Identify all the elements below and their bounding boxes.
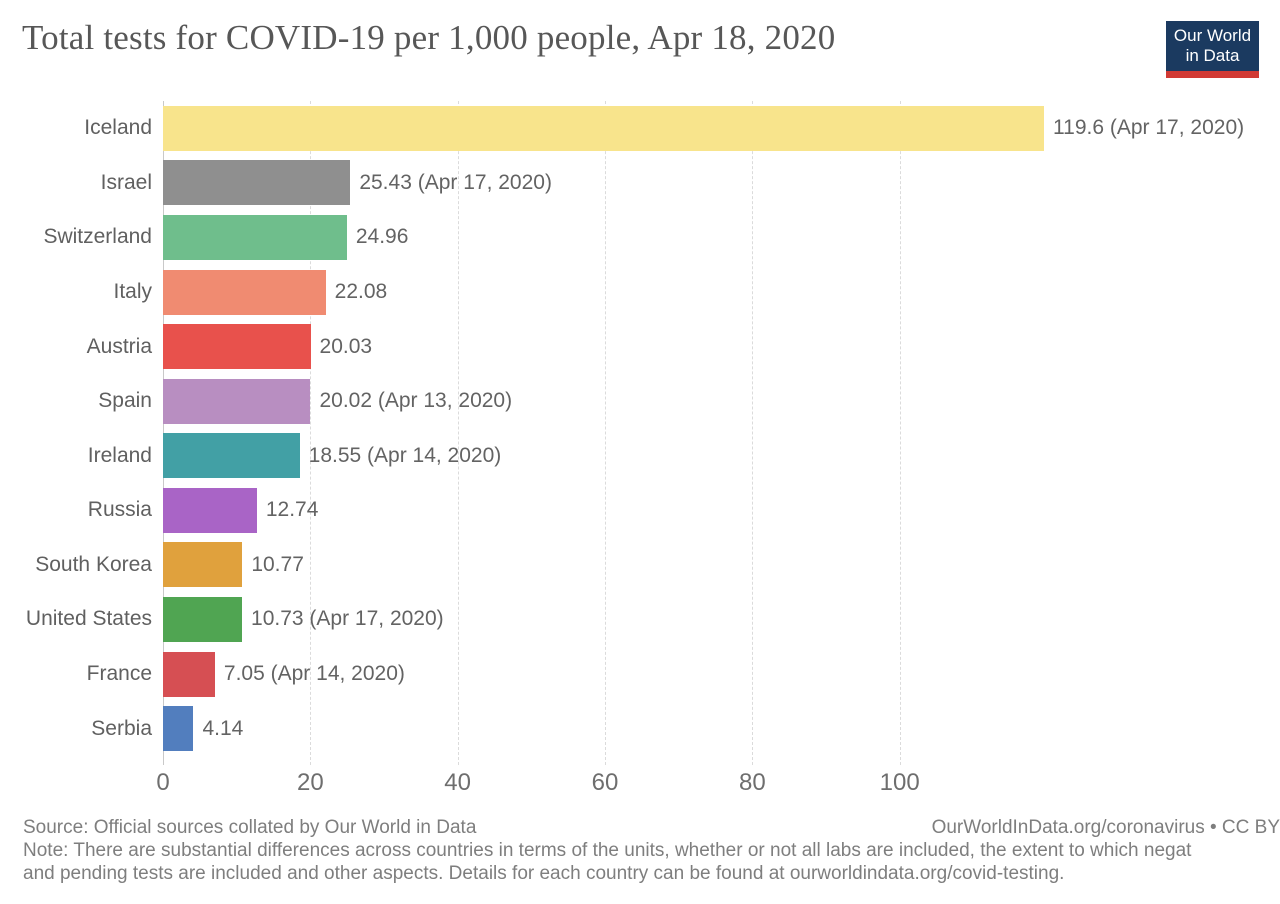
source-text: Source: Official sources collated by Our… bbox=[23, 817, 477, 838]
x-tick-label: 0 bbox=[156, 769, 170, 796]
bar-rows: 119.6 (Apr 17, 2020) 25.43 (Apr 17, 2020)… bbox=[163, 101, 1280, 756]
country-label: United States bbox=[25, 607, 152, 631]
country-label: Iceland bbox=[84, 116, 152, 140]
country-label: France bbox=[86, 662, 152, 686]
bar-row: 10.77 bbox=[163, 538, 1280, 593]
owid-logo-line2: in Data bbox=[1185, 46, 1240, 65]
value-label: 7.05 (Apr 14, 2020) bbox=[223, 662, 405, 686]
x-tick-label: 80 bbox=[738, 769, 766, 796]
bar-row: 10.73 (Apr 17, 2020) bbox=[163, 592, 1280, 647]
x-tick-label: 40 bbox=[444, 769, 472, 796]
bar-italy bbox=[163, 269, 326, 315]
gridline bbox=[752, 101, 754, 765]
bar-row: 22.08 bbox=[163, 265, 1280, 320]
value-label: 24.96 bbox=[355, 225, 409, 249]
footer: Source: Official sources collated by Our… bbox=[0, 816, 1280, 885]
plot-gridlines bbox=[163, 101, 1280, 765]
value-label: 25.43 (Apr 17, 2020) bbox=[359, 170, 552, 194]
bar-row: 7.05 (Apr 14, 2020) bbox=[163, 647, 1280, 702]
bar-south-korea bbox=[163, 542, 243, 588]
owid-logo: Our World in Data bbox=[1166, 21, 1259, 78]
country-label: Serbia bbox=[91, 716, 152, 740]
gridline bbox=[457, 101, 459, 765]
value-label: 20.03 bbox=[319, 334, 373, 358]
bar-serbia bbox=[163, 706, 194, 752]
bar-spain bbox=[163, 378, 311, 424]
value-label: 22.08 bbox=[334, 280, 388, 304]
bar-united-states bbox=[163, 596, 243, 642]
x-tick-label: 100 bbox=[879, 769, 920, 796]
chart-title: Total tests for COVID-19 per 1,000 peopl… bbox=[22, 18, 836, 57]
gridline bbox=[310, 101, 312, 765]
value-label: 18.55 (Apr 14, 2020) bbox=[308, 443, 502, 467]
bar-row: 12.74 bbox=[163, 483, 1280, 538]
country-label: Spain bbox=[98, 389, 152, 413]
country-label: Ireland bbox=[87, 443, 152, 467]
country-label: Israel bbox=[100, 170, 152, 194]
bar-row: 20.02 (Apr 13, 2020) bbox=[163, 374, 1280, 429]
y-axis-labels: Iceland Israel Switzerland Italy Austria Spai… bbox=[0, 101, 152, 756]
bar-row: 18.55 (Apr 14, 2020) bbox=[163, 428, 1280, 483]
owid-logo-line1: Our World bbox=[1173, 26, 1252, 45]
plot-area: 119.6 (Apr 17, 2020) 25.43 (Apr 17, 2020)… bbox=[163, 101, 1280, 765]
bar-iceland bbox=[163, 105, 1045, 151]
country-label: Italy bbox=[113, 280, 152, 304]
bar-russia bbox=[163, 487, 257, 533]
bar-france bbox=[163, 651, 215, 697]
bar-row: 24.96 bbox=[163, 210, 1280, 265]
value-label: 119.6 (Apr 17, 2020) bbox=[1053, 116, 1245, 140]
value-label: 10.73 (Apr 17, 2020) bbox=[251, 607, 444, 631]
bar-row: 25.43 (Apr 17, 2020) bbox=[163, 156, 1280, 211]
gridline bbox=[899, 101, 901, 765]
value-label: 4.14 bbox=[202, 716, 244, 740]
country-label: South Korea bbox=[35, 552, 152, 576]
country-label: Switzerland bbox=[43, 225, 152, 249]
value-label: 20.02 (Apr 13, 2020) bbox=[319, 389, 513, 413]
value-label: 10.77 bbox=[251, 552, 304, 576]
value-label: 12.74 bbox=[265, 498, 319, 522]
bar-switzerland bbox=[163, 214, 347, 260]
attribution-text: OurWorldInData.org/coronavirus • CC BY bbox=[931, 817, 1280, 838]
x-axis: 0 20 40 60 80 100 bbox=[156, 769, 1280, 801]
country-label: Austria bbox=[86, 334, 152, 358]
note-line-2: and pending tests are included and other… bbox=[23, 863, 1065, 884]
country-label: Russia bbox=[87, 498, 152, 522]
bar-israel bbox=[163, 160, 351, 206]
y-axis-line bbox=[163, 101, 164, 765]
gridline bbox=[605, 101, 606, 765]
note-line-1: Note: There are substantial differences … bbox=[23, 840, 1192, 861]
x-tick-label: 60 bbox=[591, 769, 619, 796]
bar-austria bbox=[163, 324, 311, 370]
bar-row: 119.6 (Apr 17, 2020) bbox=[163, 101, 1280, 156]
bar-ireland bbox=[163, 433, 300, 479]
x-tick-label: 20 bbox=[296, 769, 324, 796]
bar-row: 20.03 bbox=[163, 319, 1280, 374]
bar-row: 4.14 bbox=[163, 701, 1280, 756]
